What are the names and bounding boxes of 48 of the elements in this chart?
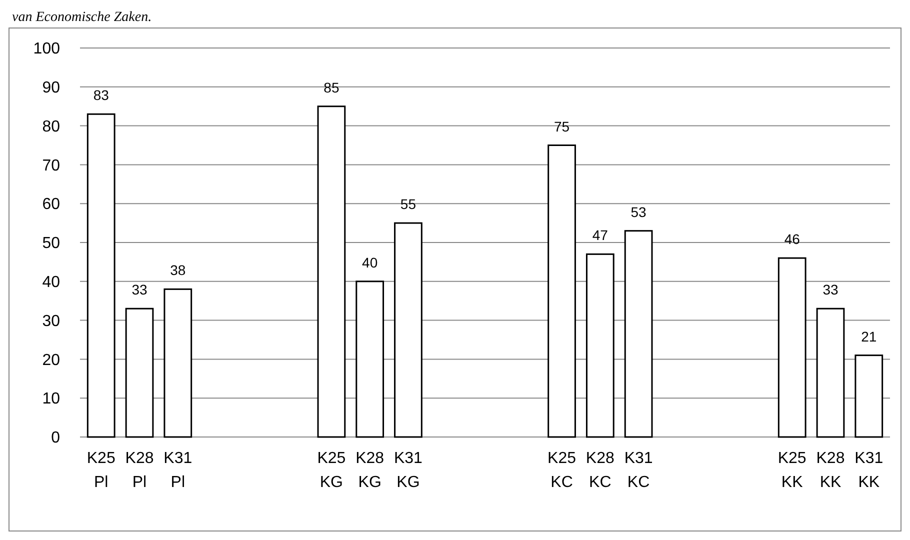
- x-tick-label: K25 KK: [778, 450, 806, 491]
- bar: [86, 113, 116, 438]
- x-tick-label: K28 Pl: [125, 450, 154, 491]
- y-tick-label: 0: [51, 430, 60, 447]
- bar: [624, 230, 653, 438]
- x-tick-label: K31 KC: [624, 450, 653, 491]
- x-tick-label: K31 Pl: [164, 450, 192, 491]
- bar: [317, 106, 346, 438]
- data-label: 47: [592, 227, 608, 244]
- bar: [778, 257, 806, 438]
- x-tick-label: K28 KK: [816, 450, 845, 491]
- data-label: 75: [554, 118, 570, 134]
- data-label: 83: [93, 87, 110, 104]
- x-tick-label: K25 Pl: [86, 450, 116, 491]
- x-tick-label: K28 KC: [586, 450, 614, 491]
- y-tick-label: 80: [42, 118, 60, 136]
- x-tick-label: K31 KG: [394, 450, 423, 491]
- x-tick-label: K25 KC: [548, 450, 576, 491]
- data-label: 46: [784, 231, 800, 248]
- y-tick-label: 100: [33, 40, 60, 58]
- x-tick-label: K28 KG: [356, 450, 384, 491]
- x-tick-label: K25 KG: [317, 450, 346, 491]
- data-label: 40: [362, 254, 378, 270]
- data-label: 85: [324, 79, 340, 96]
- data-label: 53: [630, 204, 647, 220]
- y-tick-label: 90: [42, 80, 60, 96]
- data-label: 38: [170, 262, 186, 278]
- y-tick-label: 10: [42, 390, 60, 408]
- y-tick-label: 60: [42, 196, 60, 214]
- bar: [125, 308, 154, 438]
- data-label: 55: [400, 196, 416, 212]
- data-label: 21: [861, 328, 877, 344]
- y-tick-label: 50: [42, 235, 60, 252]
- data-label: 33: [132, 282, 148, 298]
- text: van Economische Zaken.: [12, 10, 152, 25]
- y-tick-label: 40: [42, 274, 60, 291]
- y-tick-label: 20: [42, 352, 60, 369]
- bar: [854, 354, 884, 438]
- y-tick-label: 30: [42, 312, 60, 330]
- bar: [586, 253, 614, 438]
- data-label: 33: [822, 282, 838, 298]
- bar: [394, 222, 422, 438]
- y-tick-label: 70: [42, 157, 60, 174]
- bar: [164, 288, 192, 438]
- bar: [356, 280, 384, 438]
- bar: [548, 144, 576, 438]
- bar: [816, 308, 845, 438]
- x-tick-label: K31 KK: [854, 450, 884, 491]
